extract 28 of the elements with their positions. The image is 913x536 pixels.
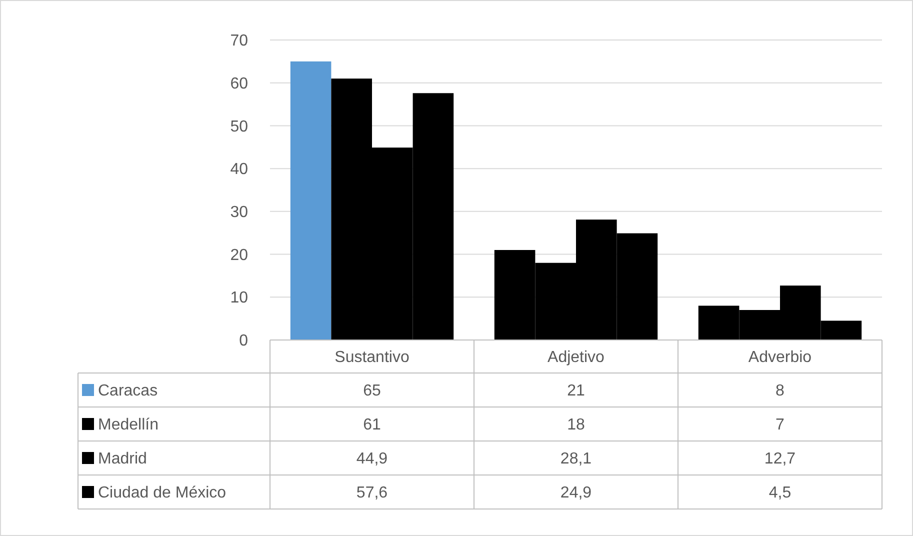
data-label: 4,5: [768, 484, 792, 502]
legend-label: Caracas: [98, 382, 158, 400]
x-tick-label: Adjetivo: [548, 349, 605, 366]
y-tick-label: 0: [239, 332, 248, 350]
data-label: 44,9: [356, 450, 388, 468]
y-tick-label: 30: [230, 204, 248, 222]
data-label: 61: [363, 416, 381, 434]
legend-label: Madrid: [98, 450, 147, 468]
y-tick-label: 40: [230, 161, 248, 178]
legend-label: Ciudad de México: [98, 484, 226, 502]
data-label: 18: [567, 416, 585, 434]
legend-label: Medellín: [98, 416, 158, 434]
data-label: 8: [776, 382, 785, 400]
bar: [290, 61, 332, 340]
y-tick-label: 20: [230, 246, 248, 264]
y-tick-label: 60: [230, 75, 248, 92]
data-label: 21: [567, 382, 585, 400]
y-tick-label: 10: [230, 290, 248, 307]
data-label: 65: [363, 382, 381, 400]
data-label: 7: [776, 416, 785, 434]
x-tick-label: Adverbio: [748, 349, 812, 366]
y-tick-label: 50: [230, 118, 248, 136]
data-label: 57,6: [356, 484, 388, 502]
data-label: 12,7: [764, 450, 796, 468]
data-label: 28,1: [560, 450, 592, 468]
x-tick-label: Sustantivo: [334, 349, 410, 366]
data-label: 24,9: [560, 484, 592, 502]
y-tick-label: 70: [230, 32, 248, 50]
